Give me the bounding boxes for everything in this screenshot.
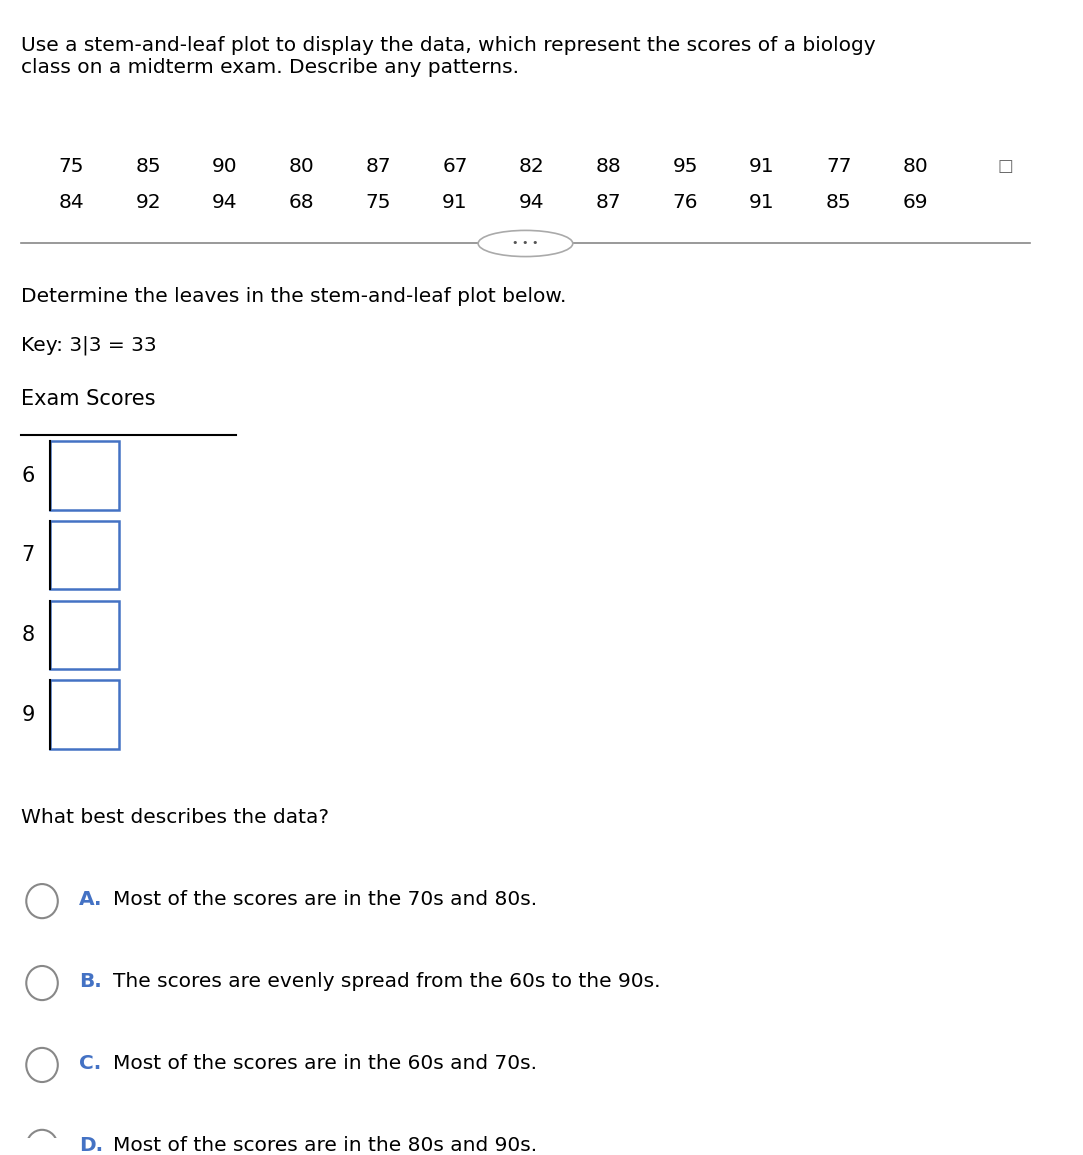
Text: 85: 85 xyxy=(826,193,851,213)
Text: 91: 91 xyxy=(749,193,774,213)
Text: 80: 80 xyxy=(289,157,314,176)
Text: 91: 91 xyxy=(749,157,774,176)
Text: 90: 90 xyxy=(212,157,237,176)
Text: 85: 85 xyxy=(135,157,161,176)
Text: 88: 88 xyxy=(596,157,622,176)
Text: 92: 92 xyxy=(135,193,161,213)
Bar xyxy=(51,521,119,589)
Text: A.: A. xyxy=(79,889,102,909)
Text: 82: 82 xyxy=(519,157,545,176)
Bar xyxy=(51,601,119,669)
Text: 75: 75 xyxy=(366,193,391,213)
Text: 91: 91 xyxy=(442,193,468,213)
Text: B.: B. xyxy=(79,971,102,991)
Bar xyxy=(51,680,119,748)
Text: Most of the scores are in the 70s and 80s.: Most of the scores are in the 70s and 80… xyxy=(114,889,537,909)
Circle shape xyxy=(26,1048,57,1082)
Text: C.: C. xyxy=(79,1053,101,1073)
Circle shape xyxy=(26,966,57,1000)
Text: 7: 7 xyxy=(22,545,35,565)
Text: 87: 87 xyxy=(366,157,391,176)
Text: 94: 94 xyxy=(519,193,545,213)
Text: Most of the scores are in the 80s and 90s.: Most of the scores are in the 80s and 90… xyxy=(114,1135,537,1155)
Text: 69: 69 xyxy=(902,193,928,213)
Ellipse shape xyxy=(479,230,573,256)
Text: 94: 94 xyxy=(212,193,237,213)
Text: The scores are evenly spread from the 60s to the 90s.: The scores are evenly spread from the 60… xyxy=(114,971,661,991)
Text: D.: D. xyxy=(79,1135,103,1155)
Text: • • •: • • • xyxy=(512,238,538,248)
Text: 68: 68 xyxy=(289,193,314,213)
Text: 95: 95 xyxy=(673,157,697,176)
Text: 8: 8 xyxy=(22,625,35,644)
Text: 77: 77 xyxy=(826,157,851,176)
Text: Determine the leaves in the stem-and-leaf plot below.: Determine the leaves in the stem-and-lea… xyxy=(21,286,566,306)
Text: 76: 76 xyxy=(673,193,697,213)
Text: Use a stem-and-leaf plot to display the data, which represent the scores of a bi: Use a stem-and-leaf plot to display the … xyxy=(21,37,876,77)
Text: Exam Scores: Exam Scores xyxy=(21,389,156,409)
Text: Most of the scores are in the 60s and 70s.: Most of the scores are in the 60s and 70… xyxy=(114,1053,537,1073)
Text: 6: 6 xyxy=(22,465,35,485)
Text: 87: 87 xyxy=(596,193,622,213)
Bar xyxy=(51,441,119,509)
Circle shape xyxy=(26,884,57,918)
Text: 84: 84 xyxy=(58,193,84,213)
Text: 80: 80 xyxy=(902,157,928,176)
Text: □: □ xyxy=(997,157,1013,176)
Text: 75: 75 xyxy=(58,157,84,176)
Text: What best describes the data?: What best describes the data? xyxy=(21,807,329,827)
Text: Key: 3|3 = 33: Key: 3|3 = 33 xyxy=(21,336,157,355)
Circle shape xyxy=(26,1130,57,1155)
Text: 9: 9 xyxy=(22,705,35,724)
Text: 67: 67 xyxy=(442,157,468,176)
